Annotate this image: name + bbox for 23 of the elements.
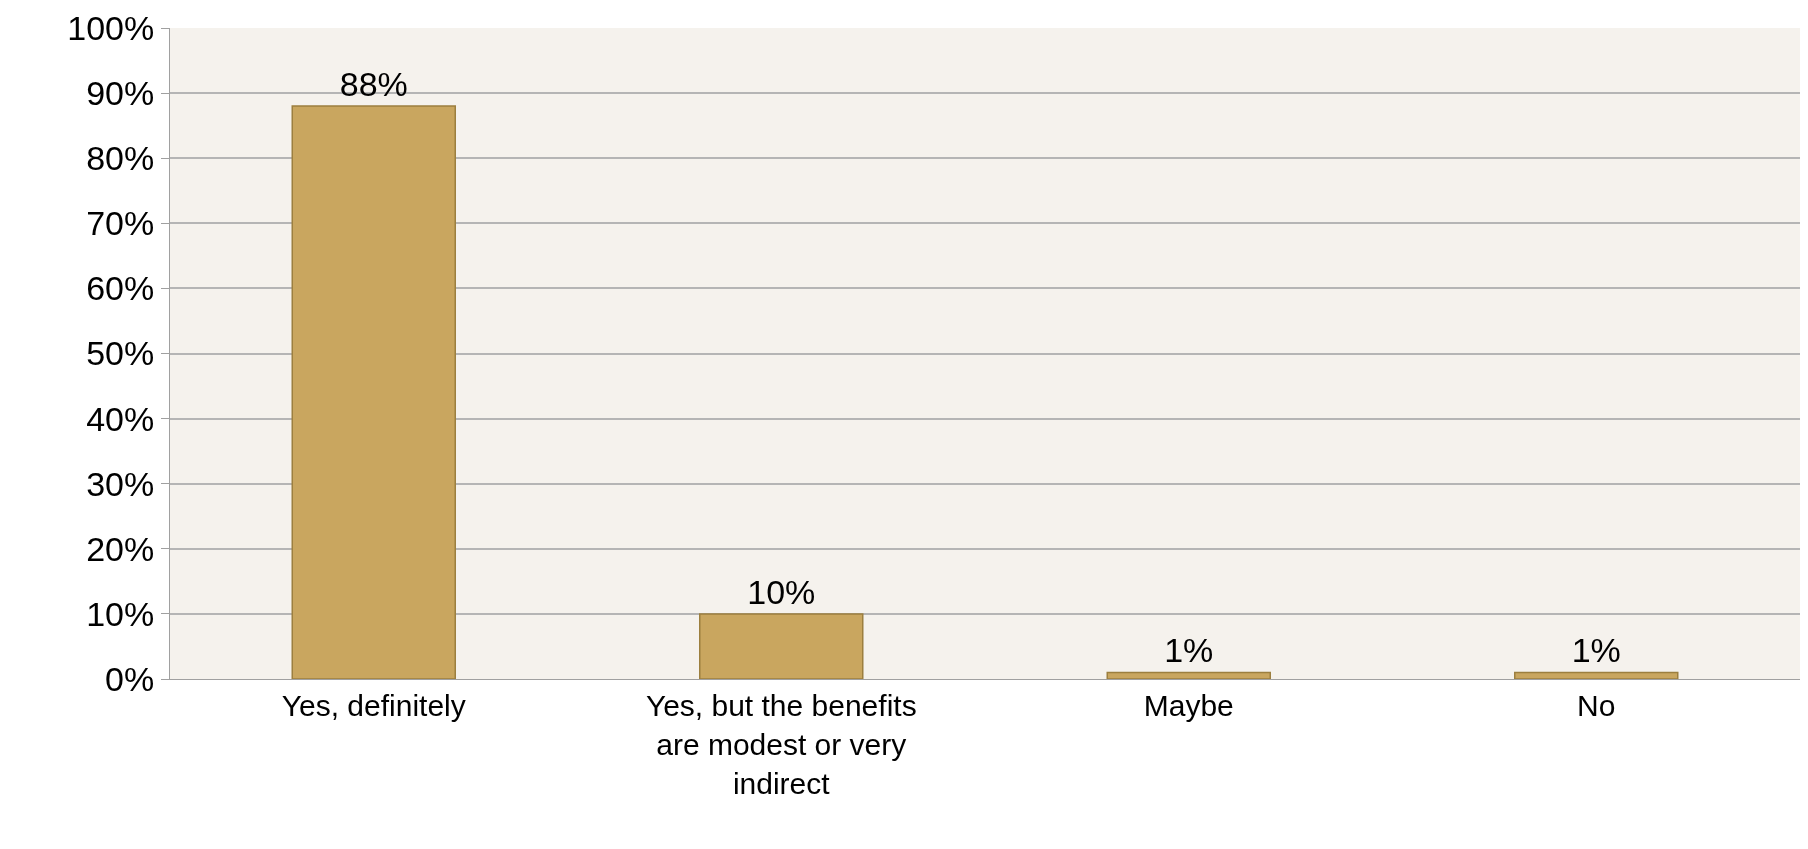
x-tick-label: Yes, but the benefits are modest or very indirect — [645, 689, 917, 800]
y-tick-label: 50% — [86, 334, 155, 373]
x-tick-label: Maybe — [1143, 689, 1234, 722]
bar — [291, 105, 456, 679]
y-tick-label: 70% — [86, 204, 155, 243]
y-tick-label: 20% — [86, 529, 155, 568]
data-label: 1% — [1571, 631, 1621, 670]
y-tick-label: 40% — [86, 399, 155, 438]
y-tick-label: 80% — [86, 139, 155, 178]
bar — [699, 613, 864, 679]
y-tick-label: 10% — [86, 594, 155, 633]
y-tick-label: 30% — [86, 464, 155, 503]
data-label: 10% — [747, 572, 816, 611]
y-tick-label: 0% — [105, 659, 155, 698]
data-label: 1% — [1164, 631, 1214, 670]
y-tick-label: 60% — [86, 269, 155, 308]
x-tick-label: No — [1577, 689, 1616, 722]
bar — [1514, 671, 1679, 679]
y-tick-label: 90% — [86, 74, 155, 112]
data-label: 88% — [339, 65, 408, 104]
bar — [1106, 671, 1271, 679]
x-tick-label: Yes, definitely — [281, 689, 466, 722]
y-tick-label: 100% — [67, 8, 155, 47]
